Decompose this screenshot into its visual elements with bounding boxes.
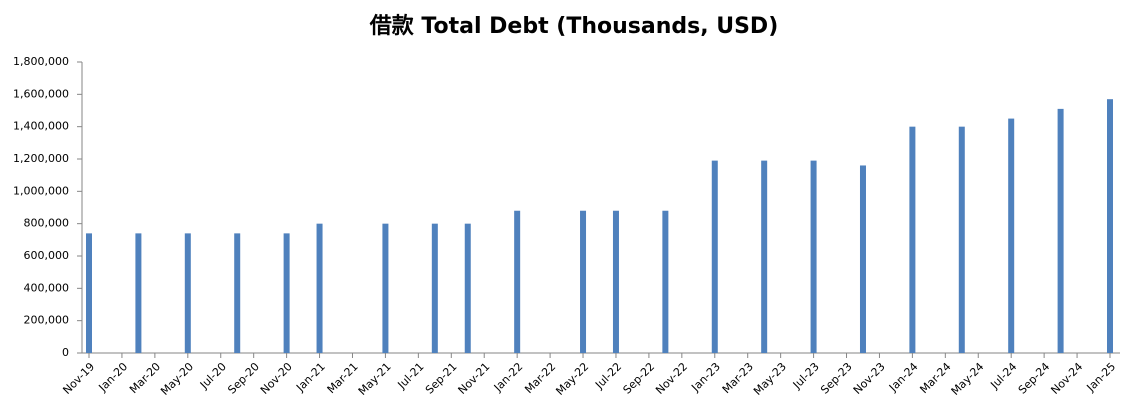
bar: [316, 223, 323, 353]
x-tick-label: Jan-24: [886, 360, 921, 395]
bar: [711, 160, 718, 353]
x-tick-label: Sep-24: [1016, 360, 1053, 397]
x-tick-label: Sep-20: [225, 360, 262, 397]
bar: [283, 233, 290, 353]
bar: [810, 160, 817, 353]
bar: [761, 160, 768, 353]
bar: [958, 126, 965, 354]
bar: [184, 233, 191, 353]
y-tick-label: 800,000: [24, 217, 70, 230]
x-tick-label: May-24: [949, 360, 987, 398]
x-tick-label: Jan-25: [1084, 360, 1119, 395]
x-tick-label: Nov-19: [60, 360, 97, 397]
y-tick-label: 1,600,000: [13, 87, 69, 100]
y-tick-label: 600,000: [24, 249, 70, 262]
bar: [1008, 118, 1015, 353]
bar: [135, 233, 142, 353]
bar: [859, 165, 866, 353]
x-tick-label: Nov-22: [653, 360, 690, 397]
y-tick-label: 0: [62, 346, 69, 359]
bar: [1057, 108, 1064, 353]
x-tick-label: May-23: [751, 360, 789, 398]
bar: [464, 223, 471, 353]
x-tick-label: Mar-20: [127, 360, 163, 396]
y-tick-label: 200,000: [24, 314, 70, 327]
x-tick-label: Jan-21: [293, 360, 328, 395]
x-tick-label: Nov-20: [258, 360, 295, 397]
bar: [514, 210, 521, 353]
x-tick-label: May-22: [553, 360, 591, 398]
bar: [431, 223, 438, 353]
x-tick-label: Sep-22: [621, 360, 658, 397]
x-tick-label: Jan-22: [491, 360, 526, 395]
bar: [86, 233, 92, 353]
bar: [662, 210, 669, 353]
x-tick-label: May-20: [158, 360, 196, 398]
x-tick-label: Mar-23: [720, 360, 756, 396]
y-tick-label: 1,200,000: [13, 152, 69, 165]
bar: [909, 126, 916, 354]
bar: [382, 223, 389, 353]
x-tick-label: Nov-21: [456, 360, 493, 397]
x-tick-label: Sep-23: [818, 360, 855, 397]
x-tick-label: May-21: [356, 360, 394, 398]
x-tick-label: Nov-24: [1048, 360, 1085, 397]
y-tick-label: 400,000: [24, 281, 70, 294]
x-tick-label: Mar-21: [325, 360, 361, 396]
y-tick-label: 1,000,000: [13, 184, 69, 197]
chart-title: 借款 Total Debt (Thousands, USD): [369, 13, 779, 39]
bar: [580, 210, 587, 353]
y-tick-label: 1,400,000: [13, 120, 69, 133]
x-tick-label: Jan-23: [688, 360, 723, 395]
bar: [1107, 99, 1113, 353]
x-tick-label: Sep-21: [423, 360, 460, 397]
x-tick-label: Mar-24: [917, 360, 953, 396]
x-tick-label: Nov-23: [851, 360, 888, 397]
bar: [612, 210, 619, 353]
x-tick-label: Mar-22: [522, 360, 558, 396]
bar: [234, 233, 241, 353]
x-tick-label: Jan-20: [96, 360, 131, 395]
y-tick-label: 1,800,000: [13, 55, 69, 68]
